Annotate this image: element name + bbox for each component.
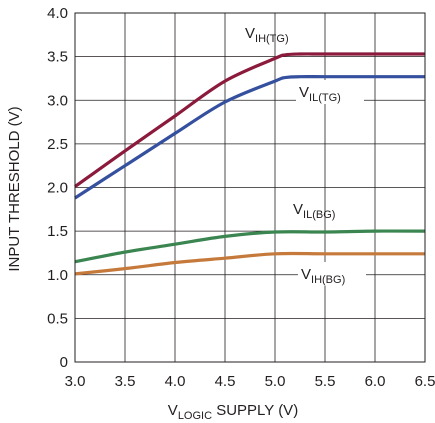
x-tick-label: 6.0 [365,373,386,390]
series-line-0 [74,52,425,188]
x-tick-labels: 3.0 3.5 4.0 4.5 5.0 5.5 6.0 6.5 [65,373,435,390]
y-tick-label: 0.5 [47,310,68,327]
x-tick-label: 3.0 [65,373,86,390]
series-label-2: VIL(BG) [293,201,335,221]
series-line-1 [74,75,425,200]
series-label-bg [296,80,364,104]
series-label-1: VIL(TG) [299,84,341,104]
series-label-bg [298,262,366,286]
plot-frame [74,12,426,363]
y-tick-label: 1.5 [47,223,68,240]
x-tick-label: 3.5 [115,373,136,390]
series-label-0: VIH(TG) [245,25,289,45]
y-tick-label: 2.0 [47,180,68,197]
x-axis-title: VLOGIC SUPPLY (V) [168,402,298,422]
grid [74,12,426,363]
x-tick-label: 6.5 [415,373,435,390]
series-line-2 [74,229,426,264]
y-tick-label: 1.0 [47,267,68,284]
series-labels: VIH(TG) VIL(TG) VIL(BG) VIH(BG) [245,25,366,286]
y-tick-labels: 0 0.5 1.0 1.5 2.0 2.5 3.0 3.5 4.0 [47,5,68,371]
y-tick-label: 2.5 [47,136,68,153]
x-tick-label: 4.5 [215,373,236,390]
x-tick-label: 4.0 [165,373,186,390]
series-lines [74,52,426,276]
x-tick-label: 5.5 [315,373,336,390]
y-tick-label: 4.0 [47,5,68,22]
y-tick-label: 3.5 [47,49,68,66]
y-tick-label: 3.0 [47,92,68,109]
y-tick-label: 0 [60,354,68,371]
x-tick-label: 5.0 [265,373,286,390]
series-label-3: VIH(BG) [301,266,345,286]
y-axis-title: INPUT THRESHOLD (V) [6,106,23,271]
series-line-3 [74,251,425,276]
